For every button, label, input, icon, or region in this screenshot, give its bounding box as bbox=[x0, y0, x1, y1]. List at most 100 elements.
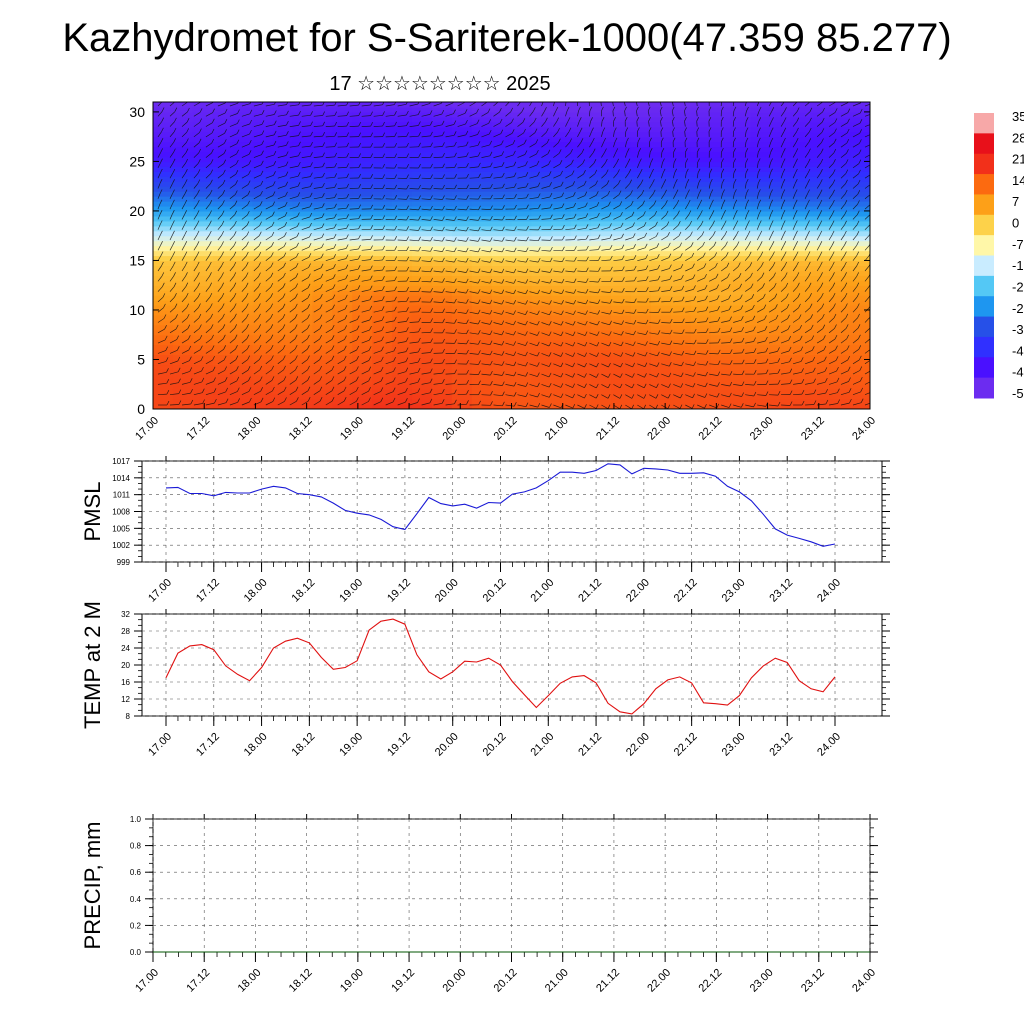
wind-barb-flag bbox=[430, 348, 433, 353]
wind-barb-flag bbox=[188, 345, 192, 351]
wind-barb bbox=[157, 245, 161, 251]
cross-section-cell bbox=[631, 146, 652, 153]
cross-section-cell bbox=[292, 399, 313, 405]
wind-barb-flag bbox=[660, 137, 664, 142]
cross-section-cell bbox=[551, 166, 572, 172]
cross-section-cell bbox=[172, 290, 194, 296]
wind-barb-flag bbox=[596, 201, 600, 207]
cross-section-cell bbox=[411, 240, 433, 247]
wind-barb-flag bbox=[429, 368, 433, 373]
wind-barb-flag bbox=[639, 168, 643, 174]
wind-barb bbox=[193, 234, 198, 241]
wind-barb bbox=[457, 342, 467, 345]
wind-barb-flag bbox=[631, 394, 635, 399]
wind-barb-flag bbox=[298, 102, 301, 105]
cross-section-cell bbox=[272, 404, 294, 409]
cross-section-cell bbox=[471, 102, 493, 108]
wind-barb bbox=[253, 296, 259, 303]
wind-barb-flag bbox=[319, 386, 323, 391]
wind-barb bbox=[481, 122, 489, 127]
wind-barb bbox=[529, 311, 538, 316]
cross-section-cell bbox=[591, 364, 612, 370]
wind-barb-flag bbox=[381, 326, 385, 331]
cross-section-cell bbox=[292, 379, 313, 385]
wind-barb-flag bbox=[222, 179, 226, 185]
wind-barb bbox=[637, 322, 647, 325]
cross-section-cell bbox=[790, 181, 811, 187]
cross-section-cell bbox=[292, 354, 313, 361]
wind-barb-flag bbox=[477, 319, 481, 325]
wind-barb-flag bbox=[513, 371, 517, 377]
wind-barb-flag bbox=[568, 127, 572, 133]
wind-barb bbox=[421, 208, 431, 211]
wind-barb-flag bbox=[307, 283, 311, 288]
wind-barb bbox=[229, 286, 235, 292]
wind-barb-flag bbox=[681, 307, 685, 312]
wind-barb bbox=[325, 308, 333, 313]
cross-section-cell bbox=[631, 334, 652, 341]
cross-section-cell bbox=[372, 374, 393, 380]
wind-barb bbox=[589, 110, 591, 117]
wind-barb bbox=[265, 225, 273, 230]
wind-barb-flag bbox=[572, 331, 576, 336]
cross-section-cell bbox=[591, 389, 612, 395]
cross-section-cell bbox=[411, 161, 433, 167]
cross-section-cell bbox=[770, 374, 791, 380]
cross-section-cell bbox=[531, 300, 552, 306]
cross-section-cell bbox=[830, 230, 851, 237]
cross-section-cell bbox=[292, 374, 313, 380]
cross-section-cell bbox=[670, 399, 692, 405]
cross-section-cell bbox=[631, 161, 652, 167]
cross-section-cell bbox=[392, 285, 413, 291]
cross-section-cell bbox=[790, 260, 811, 266]
wind-barb bbox=[265, 103, 275, 107]
wind-barb bbox=[613, 194, 620, 200]
wind-barb-flag bbox=[572, 373, 576, 378]
cross-section-cell bbox=[511, 349, 533, 356]
cross-section-cell bbox=[232, 121, 254, 128]
wind-barb-flag bbox=[454, 205, 457, 211]
wind-barb bbox=[685, 299, 694, 303]
wind-barb bbox=[589, 216, 598, 220]
wind-barb-flag bbox=[535, 139, 539, 144]
cross-section-cell bbox=[830, 102, 851, 108]
wind-barb bbox=[241, 338, 248, 344]
wind-barb-flag bbox=[691, 404, 695, 409]
wind-barb bbox=[181, 403, 191, 406]
wind-barb-flag bbox=[198, 138, 202, 143]
wind-barb bbox=[289, 266, 297, 272]
wind-barb bbox=[301, 338, 308, 344]
cross-section-cell bbox=[192, 295, 214, 301]
wind-barb-flag bbox=[609, 288, 613, 293]
cross-section-cell bbox=[192, 309, 214, 316]
wind-barb bbox=[325, 380, 333, 385]
wind-barb bbox=[457, 208, 467, 211]
wind-barb bbox=[469, 260, 479, 263]
wind-barb bbox=[493, 394, 503, 397]
wind-barb-flag bbox=[595, 394, 599, 399]
wind-barb-flag bbox=[418, 174, 421, 179]
wind-barb-flag bbox=[221, 241, 224, 246]
cross-section-cell bbox=[730, 181, 752, 187]
wind-barb bbox=[493, 249, 503, 253]
page-subtitle: 17 ☆☆☆☆☆☆☆☆ 2025 bbox=[329, 73, 551, 95]
wind-barb bbox=[265, 401, 273, 406]
wind-barb-flag bbox=[394, 256, 398, 261]
cross-section-cell bbox=[790, 106, 811, 113]
cross-section-cell bbox=[272, 205, 294, 212]
cross-section-cell bbox=[212, 344, 234, 351]
cross-section-cell bbox=[312, 186, 333, 192]
cross-section-cell bbox=[710, 126, 732, 133]
cross-section-cell bbox=[312, 245, 333, 252]
cross-section-cell bbox=[830, 121, 851, 128]
wind-barb-flag bbox=[245, 272, 249, 277]
cross-section-cell bbox=[272, 275, 294, 281]
wind-barb-flag bbox=[210, 159, 214, 164]
cross-section-cell bbox=[670, 245, 692, 252]
cross-section-cell bbox=[172, 166, 194, 172]
cross-section-cell bbox=[650, 334, 672, 341]
cross-section-cell bbox=[332, 265, 353, 271]
cross-section-cell bbox=[511, 314, 533, 321]
cross-section-cell bbox=[292, 319, 313, 326]
cross-section-cell bbox=[252, 344, 274, 351]
